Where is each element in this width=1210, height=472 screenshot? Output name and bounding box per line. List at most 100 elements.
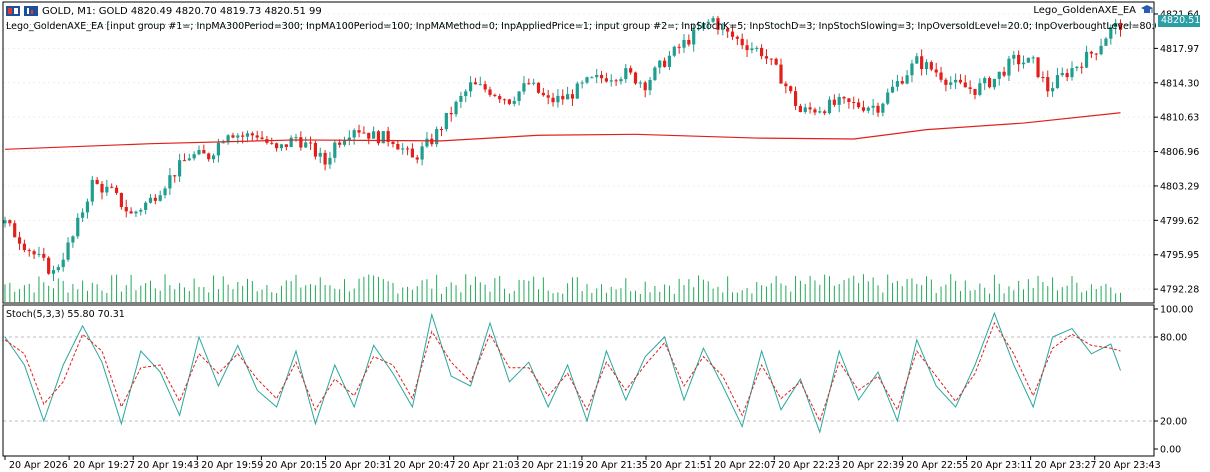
candle-body bbox=[221, 142, 225, 144]
candle-body bbox=[1065, 73, 1069, 78]
candle-body bbox=[328, 157, 332, 165]
time-tick-label: 20 Apr 21:03 bbox=[458, 460, 520, 471]
candle-body bbox=[701, 23, 705, 29]
stoch-title: Stoch(5,3,3) 55.80 70.31 bbox=[6, 309, 125, 320]
candle-body bbox=[37, 253, 41, 255]
price-tick-label: 4814.30 bbox=[1160, 78, 1199, 89]
candle-body bbox=[454, 101, 458, 115]
price-tick-label: 4817.97 bbox=[1160, 44, 1199, 55]
candle-body bbox=[144, 202, 148, 210]
candle-body bbox=[420, 146, 424, 160]
candle-body bbox=[604, 78, 608, 82]
candle-body bbox=[56, 267, 60, 271]
candle-body bbox=[643, 82, 647, 91]
candle-body bbox=[818, 111, 822, 113]
candle-body bbox=[396, 144, 400, 150]
candle-body bbox=[653, 67, 657, 80]
candle-body bbox=[114, 187, 119, 193]
candle-body bbox=[546, 95, 550, 98]
chart-type-icon[interactable] bbox=[6, 5, 20, 17]
candle-body bbox=[178, 160, 182, 177]
candle-body bbox=[51, 270, 56, 274]
candle-body bbox=[575, 83, 579, 99]
candle-body bbox=[318, 152, 322, 157]
candle-body bbox=[367, 132, 371, 139]
candle-body bbox=[696, 28, 701, 30]
candle-body bbox=[745, 45, 749, 51]
time-tick-label: 20 Apr 22:39 bbox=[842, 460, 904, 471]
candle-body bbox=[663, 60, 667, 67]
candle-body bbox=[987, 78, 992, 88]
candle-body bbox=[556, 95, 560, 103]
candle-body bbox=[66, 242, 70, 260]
candle-body bbox=[3, 220, 7, 224]
candle-body bbox=[1080, 66, 1084, 68]
candle-body bbox=[1017, 54, 1021, 65]
candle-body bbox=[954, 79, 958, 83]
candle-body bbox=[255, 135, 259, 138]
time-tick-label: 20 Apr 20:15 bbox=[265, 460, 327, 471]
candle-body bbox=[279, 144, 284, 149]
candle-body bbox=[658, 60, 662, 68]
candle-body bbox=[110, 186, 114, 188]
candle-body bbox=[187, 158, 191, 161]
candle-body bbox=[1055, 75, 1060, 89]
candle-body bbox=[798, 105, 802, 112]
candle-body bbox=[478, 84, 482, 86]
candle-body bbox=[779, 64, 783, 84]
time-tick-label: 20 Apr 21:35 bbox=[586, 460, 648, 471]
time-tick-label: 20 Apr 21:19 bbox=[522, 460, 584, 471]
candle-body bbox=[992, 78, 996, 88]
time-tick-label: 20 Apr 22:07 bbox=[714, 460, 776, 471]
candle-body bbox=[1051, 88, 1055, 92]
candle-body bbox=[784, 83, 788, 87]
candle-body bbox=[1046, 77, 1050, 92]
stoch-main-line bbox=[4, 311, 1121, 434]
candle-body bbox=[983, 78, 987, 84]
time-tick-label: 20 Apr 23:27 bbox=[1035, 460, 1097, 471]
candle-body bbox=[730, 31, 735, 37]
candle-body bbox=[532, 82, 536, 84]
candle-body bbox=[449, 112, 453, 115]
candle-body bbox=[890, 86, 895, 93]
stoch-signal-line bbox=[4, 321, 1121, 423]
candle-body bbox=[599, 74, 604, 79]
candle-body bbox=[61, 259, 65, 268]
time-tick-label: 20 Apr 20:47 bbox=[394, 460, 456, 471]
candle-body bbox=[1118, 22, 1123, 30]
candle-body bbox=[401, 148, 405, 150]
candle-body bbox=[362, 132, 366, 134]
candle-body bbox=[522, 83, 526, 92]
candle-body bbox=[207, 153, 211, 160]
candle-body bbox=[493, 94, 497, 96]
candle-body bbox=[939, 72, 943, 80]
candle-body bbox=[716, 18, 720, 30]
candle-body bbox=[347, 137, 351, 141]
time-tick-label: 20 Apr 19:59 bbox=[201, 460, 263, 471]
candle-body bbox=[22, 243, 26, 251]
candle-body bbox=[924, 62, 929, 70]
candle-body bbox=[590, 77, 594, 79]
candle-body bbox=[139, 209, 143, 212]
time-tick-label: 20 Apr 23:11 bbox=[971, 460, 1033, 471]
period-icon[interactable] bbox=[24, 5, 38, 17]
candle-body bbox=[32, 251, 36, 255]
candle-body bbox=[507, 99, 511, 104]
candle-body bbox=[692, 29, 696, 45]
candle-body bbox=[861, 107, 866, 111]
candle-body bbox=[158, 195, 162, 201]
candle-body bbox=[934, 69, 938, 73]
candle-body bbox=[231, 135, 235, 138]
price-tick-label: 4821.64 bbox=[1160, 9, 1199, 20]
candle-body bbox=[42, 253, 46, 258]
candle-body bbox=[439, 129, 444, 131]
candle-body bbox=[163, 188, 167, 196]
graduation-cap-icon[interactable] bbox=[1140, 3, 1154, 17]
ea-name-label[interactable]: Lego_GoldenAXE_EA bbox=[1033, 5, 1136, 16]
candle-body bbox=[386, 131, 390, 142]
candle-body bbox=[415, 157, 419, 160]
candle-body bbox=[677, 46, 681, 48]
candle-body bbox=[270, 142, 274, 144]
